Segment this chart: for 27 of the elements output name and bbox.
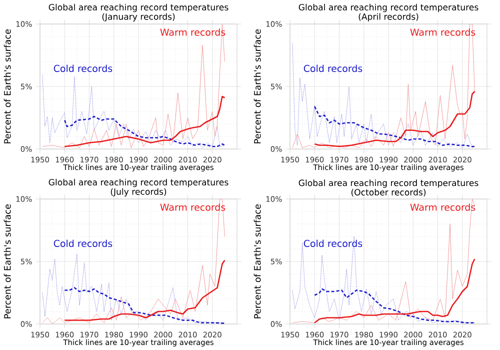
chart-title: Global area reaching record temperatures xyxy=(298,4,478,12)
line-series xyxy=(292,236,475,323)
line-series xyxy=(292,199,475,323)
line-series xyxy=(42,24,225,148)
text: Cold records xyxy=(54,64,112,72)
text: Cold records xyxy=(304,240,362,248)
chart-subtitle: (July records) xyxy=(110,188,166,196)
text: Warm records xyxy=(410,203,476,211)
text: Warm records xyxy=(410,28,476,36)
y-axis-title: Percent of Earth's surface xyxy=(4,204,11,318)
line-series xyxy=(42,254,225,323)
text: Cold records xyxy=(54,240,112,248)
text: Warm records xyxy=(160,203,226,211)
chart-title: Global area reaching record temperatures xyxy=(298,179,478,188)
y-axis-title: Percent of Earth's surface xyxy=(254,204,261,318)
line-series xyxy=(42,75,225,148)
y-axis-title: Percent of Earth's surface xyxy=(254,29,261,144)
y-axis-title: Percent of Earth's surface xyxy=(4,29,11,144)
text: Cold records xyxy=(304,64,362,72)
chart-title: Global area reaching record temperatures xyxy=(48,178,228,188)
line-series xyxy=(314,90,476,148)
text: Warm records xyxy=(160,28,226,36)
chart-subtitle: (January records) xyxy=(102,13,175,22)
chart-title: Global area reaching record temperatures xyxy=(48,4,228,12)
chart-subtitle: (April records) xyxy=(358,13,418,22)
chart-subtitle: (October records) xyxy=(351,188,426,196)
line-series xyxy=(314,106,476,148)
